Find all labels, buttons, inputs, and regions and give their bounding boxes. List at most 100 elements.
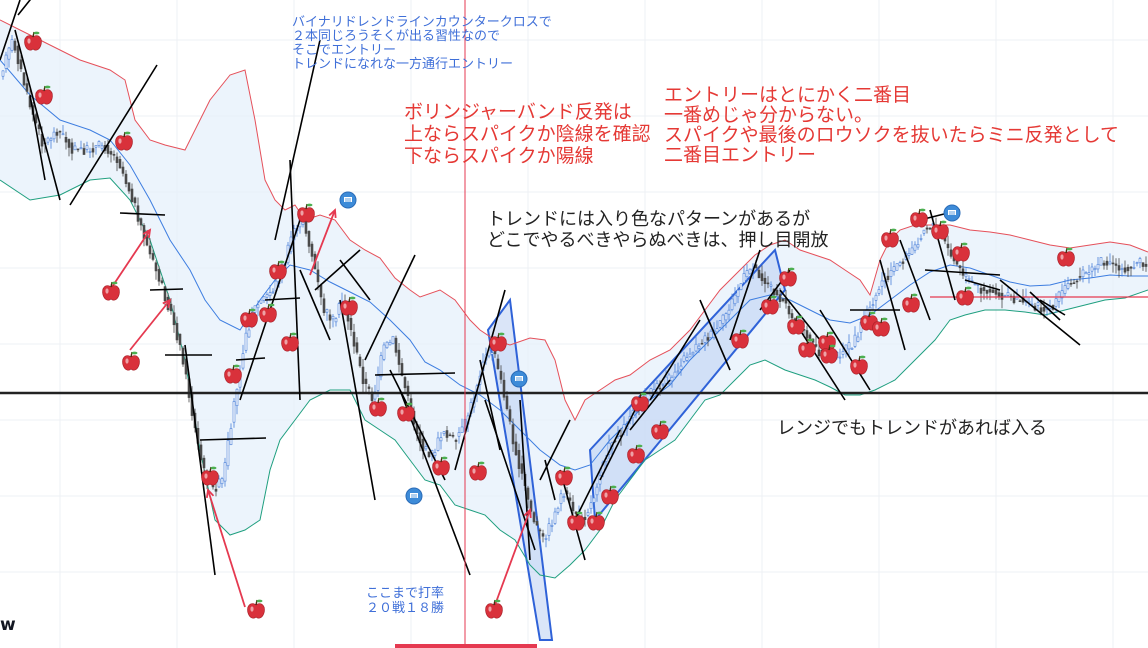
candle-body: [781, 298, 785, 302]
trendline: [649, 319, 701, 401]
candle-body: [700, 342, 704, 345]
candle-body: [775, 289, 779, 296]
candle-body: [1102, 262, 1106, 266]
candle-body: [157, 269, 161, 282]
apple-icon: [121, 350, 141, 371]
candle-body: [946, 243, 950, 249]
candle-body: [1069, 282, 1073, 285]
candle-body: [319, 284, 323, 298]
candle-body: [988, 288, 992, 293]
candle-body: [547, 523, 551, 536]
candle-body: [532, 512, 536, 523]
candle-body: [559, 493, 563, 504]
candle-body: [919, 238, 923, 240]
trendline: [374, 372, 456, 376]
candle-body: [898, 262, 902, 266]
bollinger-rebound-note: ボリンジャーバンド反発は 上ならスパイクか陰線を確認 下ならスパイクか陽線: [404, 101, 651, 167]
candle-body: [67, 139, 71, 148]
candle-body: [64, 136, 68, 143]
candle-body: [457, 432, 461, 437]
entry-arrow: [309, 209, 336, 276]
bollinger-lower-line: [0, 177, 1148, 579]
candle-body: [490, 352, 494, 355]
candle-body: [502, 379, 506, 398]
candle-body: [493, 351, 497, 355]
candle-body: [730, 298, 734, 310]
candle-body: [688, 353, 692, 358]
candle-body: [853, 334, 857, 347]
candle-body: [427, 451, 431, 457]
candle-body: [733, 294, 737, 305]
candle-body: [991, 289, 995, 293]
candle-body: [1000, 292, 1004, 300]
candle-body: [109, 151, 113, 155]
candle-body: [886, 275, 890, 281]
candle-body: [73, 145, 77, 151]
candle-body: [202, 457, 206, 469]
candle-body: [736, 289, 740, 297]
candle-body: [442, 431, 446, 434]
candle-body: [304, 221, 308, 234]
trendline: [235, 357, 266, 361]
trendline: [184, 344, 216, 576]
candle-body: [7, 47, 11, 60]
candle-body: [163, 286, 167, 302]
candle-body: [745, 270, 749, 278]
candle-body: [778, 294, 782, 302]
candle-body: [691, 351, 695, 355]
candle-body: [352, 331, 356, 347]
candle-body: [1105, 260, 1109, 266]
candle-body: [244, 332, 248, 351]
candle-body: [1003, 295, 1007, 297]
candle-body: [892, 266, 896, 272]
candle-body: [247, 329, 251, 338]
candle-body: [175, 323, 179, 341]
candle-body: [676, 370, 680, 373]
candle-body: [235, 388, 239, 406]
candle-body: [220, 478, 224, 485]
candle-body: [769, 284, 773, 287]
candle-body: [1084, 272, 1088, 275]
candle-body: [1078, 276, 1082, 278]
candle-body: [907, 253, 911, 256]
candle-body: [151, 253, 155, 260]
candle-body: [361, 366, 365, 385]
candle-body: [22, 72, 26, 86]
apple-icon: [246, 598, 266, 619]
candle-body: [1075, 280, 1079, 283]
candle-body: [112, 154, 116, 156]
candle-body: [433, 452, 437, 456]
candle-body: [115, 156, 119, 163]
candle-body: [1087, 272, 1091, 275]
news-bubble-icon: [405, 487, 423, 505]
candle-body: [364, 378, 368, 384]
candle-body: [328, 314, 332, 321]
candle-body: [379, 355, 383, 378]
candle-body: [1036, 302, 1040, 306]
candle-body: [217, 478, 221, 488]
candle-body: [259, 299, 263, 304]
candle-body: [52, 131, 56, 140]
candle-body: [76, 148, 80, 151]
candle-body: [697, 345, 701, 349]
candle-body: [556, 507, 560, 513]
candle-body: [10, 39, 14, 51]
candle-body: [16, 45, 20, 65]
candle-body: [385, 341, 389, 349]
candle-body: [310, 243, 314, 257]
candle-body: [214, 488, 218, 492]
trendline: [899, 239, 931, 321]
trendline: [399, 389, 471, 576]
candle-body: [586, 512, 590, 516]
trendline: [364, 254, 416, 361]
apple-icon: [296, 202, 316, 223]
candle-body: [148, 245, 152, 255]
candle-body: [403, 377, 407, 389]
candle-body: [790, 313, 794, 319]
candle-body: [391, 335, 395, 344]
candle-body: [679, 365, 683, 370]
candle-body: [1060, 290, 1064, 299]
candle-body: [685, 357, 689, 361]
